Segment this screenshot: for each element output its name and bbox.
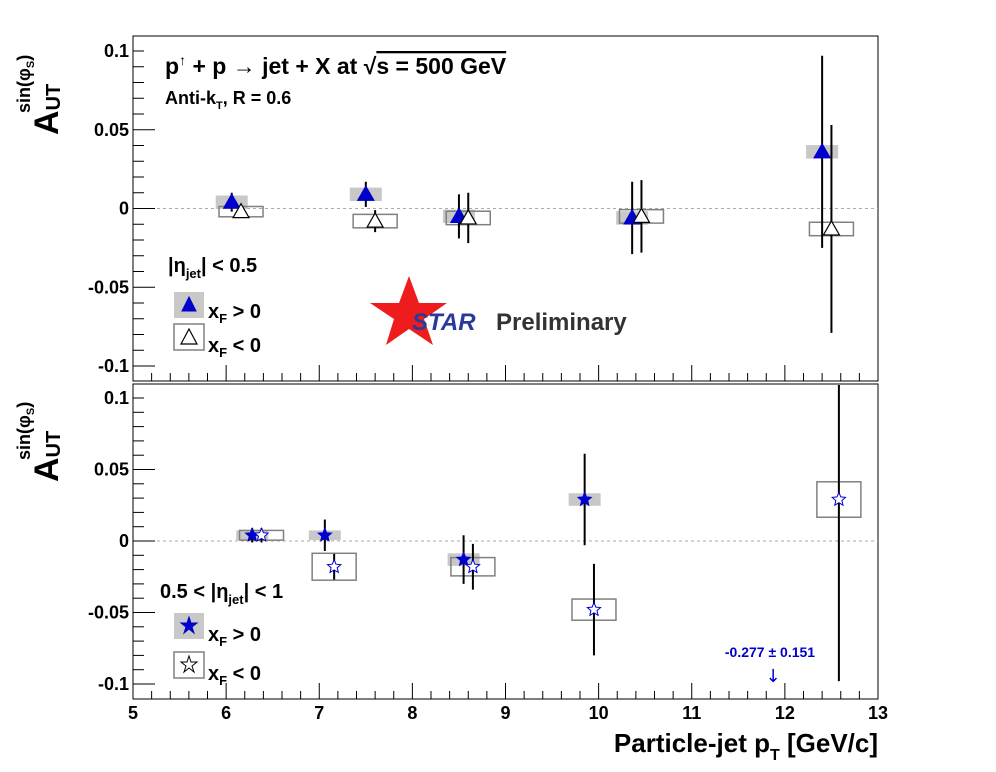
open-star-marker [586,601,602,617]
top-chart-title: p↑ + p → jet + X at √s = 500 GeV [165,52,507,79]
y-tick-label: 0.1 [104,41,129,61]
open-star-marker [326,558,343,574]
down-arrow-icon: ↓ [765,666,780,687]
star-logo: STAR Preliminary [370,276,627,345]
x-tick-label: 10 [589,703,609,723]
bottom-plot-layer: -0.1 -0.05 0 0.05 0.1 5 6 7 8 9 10 11 12 13 [88,385,888,723]
star-word: STAR [412,309,476,336]
open-star-icon [179,654,199,674]
bottom-y-axis-label: AUT sin(φS) [14,402,66,482]
y-tick-label: -0.05 [88,603,129,623]
top-plot-layer: -0.1 -0.05 0 0.05 0.1 [88,41,879,381]
x-tick-label: 12 [775,703,795,723]
x-tick-label: 8 [407,703,417,723]
x-tick-label: 5 [128,703,138,723]
svg-text:xF > 0: xF > 0 [208,301,261,326]
x-tick-label: 9 [500,703,510,723]
svg-text:xF < 0: xF < 0 [208,335,261,360]
filled-star-marker [576,491,593,507]
open-triangle-marker [822,219,841,236]
open-triangle-marker [366,211,385,228]
top-y-axis-label: AUT sin(φS) [14,55,66,135]
open-star-marker [253,527,270,542]
top-region-label: |ηjet| < 0.5 [168,255,257,281]
svg-text:AUT: AUT [28,431,66,482]
red-star-icon [370,276,447,345]
x-tick-label: 11 [682,703,701,723]
out-of-range-annotation: -0.277 ± 0.151 [725,644,815,660]
filled-star-marker [316,527,333,542]
bottom-region-label: 0.5 < |ηjet| < 1 [160,581,283,607]
x-tick-label: 13 [868,703,888,723]
open-triangle-marker [231,202,251,219]
y-tick-label: -0.1 [98,356,129,376]
x-tick-label: 7 [314,703,324,723]
top-legend-entry-xf-pos: xF > 0 [174,292,261,326]
filled-star-icon [179,615,199,635]
filled-star-marker [455,551,472,567]
y-tick-label: 0 [119,531,129,551]
y-tick-label: -0.05 [88,277,129,297]
filled-triangle-marker [356,185,375,201]
systematic-box [311,552,357,581]
filled-triangle-marker [813,142,832,159]
svg-text:xF < 0: xF < 0 [208,663,261,688]
svg-text:sin(φS): sin(φS) [14,402,37,460]
y-tick-label: -0.1 [98,674,129,694]
filled-triangle-marker [222,192,241,209]
open-triangle-icon [180,327,198,345]
y-tick-label: 0 [119,199,129,219]
filled-triangle-icon [181,295,197,312]
bottom-legend-entry-xf-pos: xF > 0 [174,613,261,649]
open-star-marker [464,558,481,574]
y-tick-label: 0.1 [104,388,129,408]
svg-text:xF > 0: xF > 0 [208,624,261,649]
y-tick-label: 0.05 [94,120,129,140]
open-triangle-marker [459,208,478,225]
open-triangle-marker [632,207,651,223]
preliminary-label: Preliminary [496,309,627,336]
top-chart-subtitle: Anti-kT, R = 0.6 [165,88,291,112]
open-star-marker [830,491,847,507]
svg-text:sin(φS): sin(φS) [14,55,37,113]
x-tick-label: 6 [221,703,231,723]
y-tick-label: 0.05 [94,460,129,480]
x-axis-label: Particle-jet pT [GeV/c] [614,728,878,764]
bottom-legend-entry-xf-neg: xF < 0 [173,651,261,688]
top-legend-entry-xf-neg: xF < 0 [173,323,261,360]
svg-text:AUT: AUT [28,84,66,135]
